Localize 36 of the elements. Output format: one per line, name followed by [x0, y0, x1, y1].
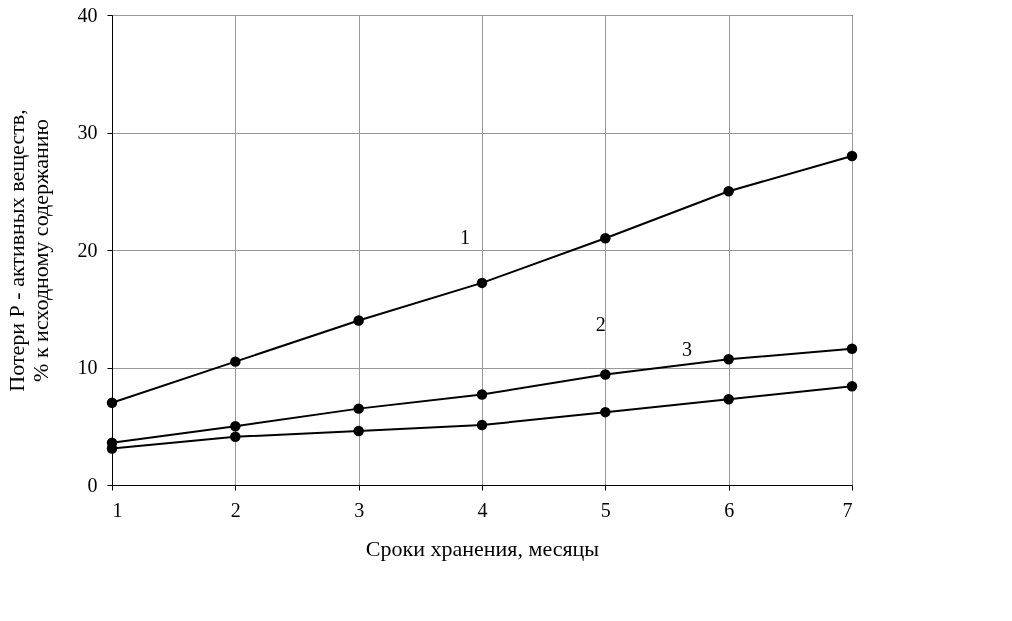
point [723, 393, 734, 405]
x-tick-label: 1 [112, 498, 123, 521]
y-tick-label: 0 [87, 473, 98, 496]
y-tick-label: 40 [77, 3, 98, 26]
x-tick-label: 2 [230, 498, 241, 521]
y-tick-label: 10 [77, 356, 98, 378]
point [846, 150, 858, 162]
x-tick-label: 7 [842, 498, 853, 521]
point [353, 403, 364, 414]
point [476, 419, 488, 431]
point [476, 389, 488, 400]
annotation: 1 [460, 226, 470, 249]
point [106, 397, 118, 408]
x-tick-label: 5 [600, 498, 611, 521]
x-axis-title: Сроки хранения, месяцы [365, 535, 600, 561]
point [846, 343, 858, 354]
x-tick-label: 6 [724, 498, 735, 521]
y-tick-label: 30 [77, 121, 98, 143]
annotation: 2 [595, 313, 606, 336]
point [353, 425, 364, 437]
point [230, 431, 241, 443]
point [723, 186, 734, 197]
x-tick-label: 4 [477, 498, 488, 521]
x-tick-label: 3 [354, 498, 365, 521]
point [230, 421, 241, 432]
point [846, 381, 858, 392]
point [600, 406, 611, 418]
point [723, 354, 734, 365]
point [476, 277, 488, 289]
point [230, 356, 241, 367]
point [600, 233, 611, 244]
point [353, 315, 364, 326]
point [600, 369, 611, 380]
y-axis-title: Потери Р - активных веществ, % к исходному содержанию [3, 109, 53, 392]
y-tick-label: 20 [77, 238, 98, 261]
annotation: 3 [682, 338, 692, 361]
